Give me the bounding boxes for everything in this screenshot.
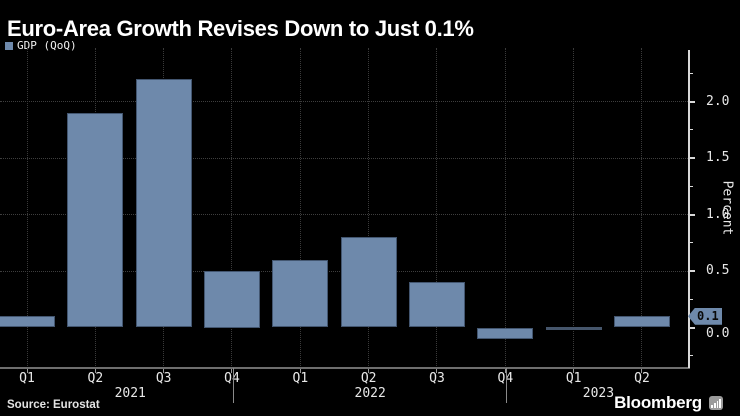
year-divider: [506, 368, 508, 403]
x-axis-quarter-label: Q3: [155, 371, 172, 386]
y-axis-label: 1.0: [706, 206, 730, 222]
gridline-vertical: [368, 48, 370, 368]
y-axis-tick: [690, 157, 695, 159]
gridline-vertical: [641, 48, 643, 368]
y-axis-tick: [690, 270, 695, 272]
y-axis-label: 1.5: [706, 150, 730, 165]
legend-swatch-icon: [5, 41, 13, 50]
x-axis-quarter-label: Q1: [19, 371, 35, 386]
x-axis-tick: [573, 369, 575, 373]
x-axis-tick: [504, 369, 506, 373]
x-axis-quarter-label: Q4: [497, 371, 514, 386]
x-axis-quarter-label: Q2: [87, 371, 104, 386]
x-axis-quarter-label: Q3: [429, 371, 445, 386]
legend: GDP (QoQ): [5, 39, 77, 52]
y-axis-minor-tick: [690, 298, 693, 300]
y-axis-minor-tick: [690, 355, 693, 357]
gridline-vertical: [436, 48, 438, 368]
gridline-vertical: [299, 48, 301, 368]
bar-q2-2023: [613, 316, 670, 328]
bar-q2-2021: [67, 112, 124, 328]
y-axis-label: 2.0: [706, 93, 730, 109]
x-axis-tick: [163, 369, 165, 373]
gridline-vertical: [504, 48, 506, 368]
y-axis-minor-tick: [690, 185, 693, 187]
y-axis-title: Percent: [719, 180, 735, 236]
bar-q3-2022: [408, 282, 465, 328]
gridline-horizontal: [0, 101, 688, 102]
y-axis-minor-tick: [690, 129, 693, 131]
x-axis-line: [0, 367, 690, 369]
x-axis-tick: [641, 369, 643, 373]
source-credit: Source: Eurostat: [7, 399, 100, 411]
bloomberg-brand: Bloomberg: [614, 393, 723, 413]
gridline-vertical: [573, 48, 575, 368]
x-axis-year-label: 2022: [354, 386, 386, 401]
y-axis-minor-tick: [690, 242, 693, 244]
year-divider: [232, 368, 234, 403]
y-axis-label: 0.0: [706, 325, 730, 341]
y-axis-tick: [690, 100, 695, 103]
legend-label: GDP (QoQ): [17, 39, 77, 52]
x-axis-tick: [231, 369, 233, 373]
x-axis-tick: [94, 369, 96, 373]
x-axis-year-label: 2021: [114, 386, 146, 401]
x-axis-quarter-label: Q4: [224, 371, 240, 386]
x-axis-quarter-label: Q1: [565, 371, 582, 386]
y-axis-label: 0.5: [706, 263, 730, 278]
gridline-horizontal: [0, 157, 688, 159]
bar-q4-2022: [477, 327, 534, 339]
y-axis-tick: [690, 326, 695, 329]
bloomberg-terminal-icon: [709, 396, 723, 410]
bloomberg-logo-text: Bloomberg: [614, 393, 702, 412]
gridline-vertical: [26, 48, 28, 368]
gridline-horizontal: [0, 214, 688, 215]
x-axis-quarter-label: Q2: [360, 371, 377, 386]
x-axis-year-label: 2023: [582, 386, 615, 401]
y-axis-line: [688, 50, 690, 368]
gridline-vertical: [231, 48, 233, 368]
x-axis-tick: [299, 369, 301, 373]
bar-q1-2022: [272, 259, 329, 328]
y-axis-tick: [690, 213, 695, 216]
bar-q3-2021: [135, 78, 192, 328]
bar-q2-2022: [340, 237, 397, 328]
bar-q1-2021: [0, 316, 55, 328]
chart-title: Euro-Area Growth Revises Down to Just 0.…: [7, 15, 474, 41]
bar-q4-2021: [203, 271, 260, 328]
x-axis-quarter-label: Q1: [292, 371, 309, 386]
bar-q1-2023: [545, 326, 602, 330]
x-axis-tick: [436, 369, 438, 373]
x-axis-quarter-label: Q2: [634, 371, 650, 386]
x-axis-tick: [26, 369, 28, 373]
x-axis-tick: [368, 369, 370, 373]
last-value-badge: 0.1: [688, 307, 722, 325]
y-axis-minor-tick: [690, 72, 693, 74]
